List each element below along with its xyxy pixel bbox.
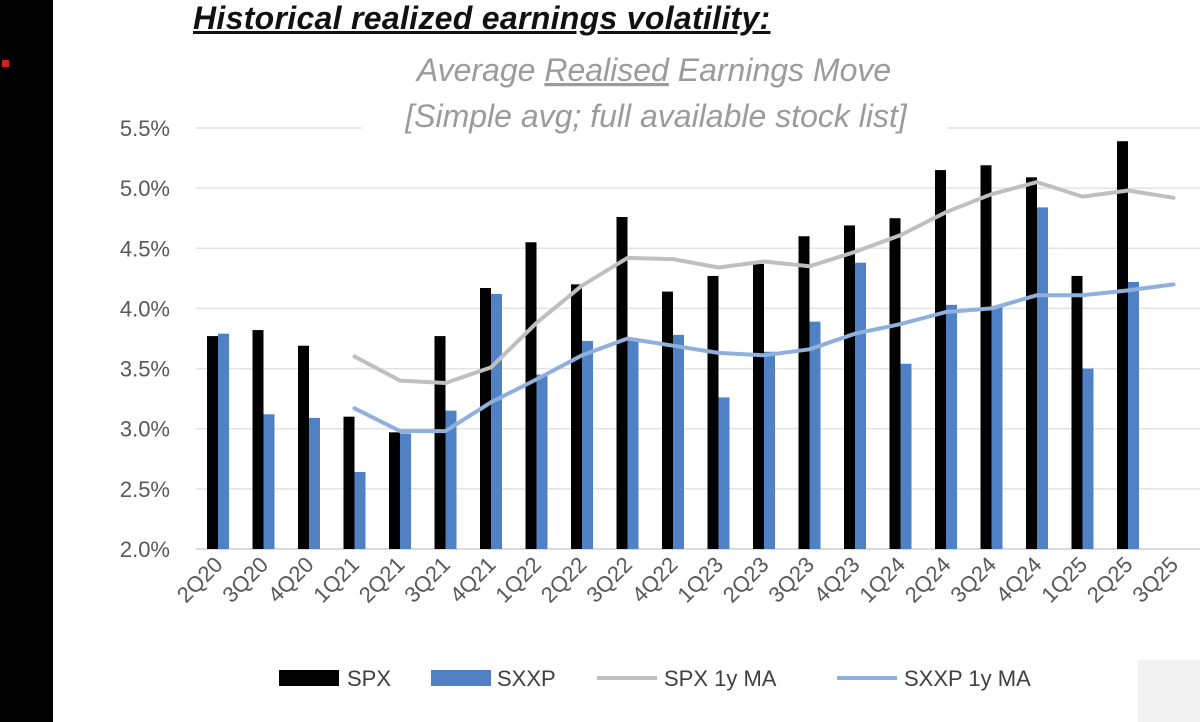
bar-spx	[1026, 177, 1037, 549]
bar-spx	[207, 336, 218, 549]
legend-label: SPX	[347, 666, 391, 691]
x-tick-label: 4Q22	[627, 552, 683, 608]
bar-spx	[1071, 275, 1083, 549]
bar-sxxp	[536, 374, 548, 549]
bar-sxxp	[809, 321, 821, 549]
bar-sxxp	[764, 351, 775, 549]
chart-title-line1: Average Realised Earnings Move	[415, 52, 891, 88]
y-tick-label: 3.0%	[120, 417, 170, 442]
x-tick-label: 3Q21	[399, 552, 455, 608]
legend-swatch	[431, 670, 491, 686]
x-tick-label: 2Q23	[718, 552, 774, 608]
bar-spx	[707, 275, 719, 549]
x-tick-label: 1Q25	[1036, 552, 1092, 608]
bar-sxxp	[900, 363, 912, 549]
x-tick-label: 3Q23	[763, 552, 819, 608]
bar-sxxp	[491, 293, 502, 549]
x-axis: 2Q203Q204Q201Q212Q213Q214Q211Q222Q223Q22…	[172, 552, 1183, 608]
bar-spx	[889, 218, 901, 549]
legend-label: SXXP 1y MA	[904, 666, 1031, 691]
line-spx-1y-ma	[352, 180, 1176, 385]
bar-sxxp	[400, 433, 411, 549]
x-tick-label: 4Q24	[991, 552, 1047, 608]
bar-spx	[1117, 141, 1128, 549]
x-tick-label: 1Q24	[854, 552, 910, 608]
corner-strip	[1138, 660, 1200, 722]
x-tick-label: 4Q20	[263, 552, 319, 608]
chart-title-line2: [Simple avg; full available stock list]	[404, 98, 908, 134]
bar-spx	[798, 236, 810, 549]
x-tick-label: 1Q21	[308, 552, 364, 608]
bar-spx	[389, 432, 400, 549]
legend-label: SPX 1y MA	[664, 666, 777, 691]
x-tick-label: 2Q24	[900, 552, 956, 608]
bar-sxxp	[1082, 368, 1094, 549]
bar-sxxp	[354, 472, 366, 549]
bar-sxxp	[445, 410, 457, 549]
bar-spx	[980, 165, 992, 549]
x-tick-label: 1Q23	[672, 552, 728, 608]
legend-swatch	[279, 670, 339, 686]
bar-spx	[480, 287, 491, 549]
x-tick-label: 4Q21	[445, 552, 501, 608]
bar-spx	[844, 225, 855, 549]
y-tick-label: 5.5%	[120, 116, 170, 141]
bar-spx	[343, 416, 355, 549]
bar-spx	[434, 336, 446, 549]
y-tick-label: 4.5%	[120, 236, 170, 261]
bar-spx	[525, 242, 537, 549]
red-marker	[2, 60, 9, 67]
x-tick-label: 3Q20	[217, 552, 273, 608]
y-tick-label: 5.0%	[120, 176, 170, 201]
x-tick-label: 3Q22	[581, 552, 637, 608]
title-background	[362, 48, 947, 134]
y-tick-label: 2.0%	[120, 537, 170, 562]
bar-sxxp	[855, 262, 866, 549]
x-tick-label: 2Q22	[536, 552, 592, 608]
bar-spx	[571, 284, 582, 549]
bar-sxxp	[718, 397, 730, 549]
x-tick-label: 2Q21	[354, 552, 410, 608]
legend: SPX SXXP SPX 1y MA SXXP 1y MA	[279, 666, 1031, 691]
bar-sxxp	[582, 340, 593, 549]
bar-sxxp	[1037, 207, 1048, 550]
line-sxxp-1y-ma	[352, 282, 1176, 434]
y-tick-label: 4.0%	[120, 296, 170, 321]
bar-sxxp	[263, 414, 275, 549]
bar-sxxp	[1128, 281, 1139, 549]
y-tick-label: 2.5%	[120, 477, 170, 502]
x-tick-label: 4Q23	[809, 552, 865, 608]
bar-sxxp	[627, 339, 639, 549]
bar-sxxp	[673, 334, 684, 549]
bar-sxxp	[946, 304, 957, 549]
chart-title: Average Realised Earnings Move [Simple a…	[362, 48, 947, 134]
y-axis: 2.0% 2.5% 3.0% 3.5% 4.0% 4.5% 5.0% 5.5%	[120, 116, 170, 562]
bar-sxxp	[309, 417, 320, 549]
bar-spx	[252, 330, 264, 549]
ma-lines	[352, 180, 1176, 434]
x-tick-label: 3Q25	[1127, 552, 1183, 608]
x-tick-label: 1Q22	[490, 552, 546, 608]
legend-label: SXXP	[497, 666, 556, 691]
x-tick-label: 2Q20	[172, 552, 228, 608]
bar-sxxp	[991, 307, 1003, 549]
y-tick-label: 3.5%	[120, 357, 170, 382]
page-heading: Historical realized earnings volatility:	[193, 0, 771, 36]
bar-spx	[616, 217, 628, 550]
bar-spx	[662, 291, 673, 549]
x-tick-label: 2Q25	[1082, 552, 1138, 608]
bars	[207, 141, 1139, 550]
left-sidebar-strip	[0, 0, 53, 722]
bar-sxxp	[218, 333, 229, 549]
bar-spx	[298, 345, 309, 549]
x-tick-label: 3Q24	[945, 552, 1001, 608]
bar-spx	[935, 170, 946, 549]
bar-spx	[753, 263, 764, 549]
